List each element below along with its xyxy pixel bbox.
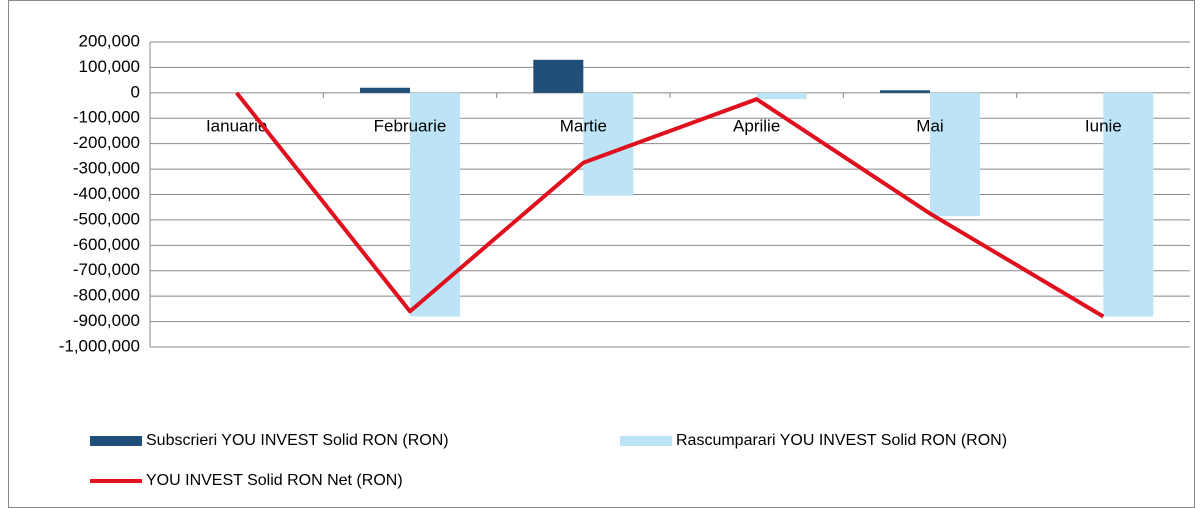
bar <box>410 92 460 317</box>
bar <box>583 92 634 196</box>
y-tick-label: -500,000 <box>73 209 140 228</box>
line-series <box>235 91 1105 319</box>
y-tick-label: 200,000 <box>79 31 140 50</box>
y-tick-label: 0 <box>131 82 140 101</box>
x-tick-label: Iunie <box>1085 116 1122 135</box>
y-tick-label: -300,000 <box>73 159 140 178</box>
bar <box>880 90 930 93</box>
x-tick-label: Februarie <box>374 116 447 135</box>
y-tick-label: 100,000 <box>79 57 140 76</box>
x-tick-label: Mai <box>916 116 943 135</box>
legend-swatch <box>90 436 142 446</box>
bar <box>756 92 807 100</box>
y-tick-label: -100,000 <box>73 108 140 127</box>
bar <box>930 92 980 217</box>
bar <box>1103 92 1154 317</box>
legend-label: Subscrieri YOU INVEST Solid RON (RON) <box>146 432 449 449</box>
bar <box>533 59 584 93</box>
y-tick-label: -1,000,000 <box>59 336 140 355</box>
legend-swatch <box>620 436 672 446</box>
bar <box>360 87 410 93</box>
y-tick-label: -700,000 <box>73 260 140 279</box>
x-tick-label: Ianuarie <box>206 116 267 135</box>
y-tick-label: -900,000 <box>73 311 140 330</box>
y-tick-label: -800,000 <box>73 286 140 305</box>
y-tick-label: -400,000 <box>73 184 140 203</box>
y-tick-label: -600,000 <box>73 235 140 254</box>
x-tick-label: Aprilie <box>733 116 780 135</box>
legend-label: Rascumparari YOU INVEST Solid RON (RON) <box>676 432 1007 449</box>
y-tick-label: -200,000 <box>73 133 140 152</box>
x-tick-label: Martie <box>560 116 607 135</box>
legend-label: YOU INVEST Solid RON Net (RON) <box>146 472 403 489</box>
